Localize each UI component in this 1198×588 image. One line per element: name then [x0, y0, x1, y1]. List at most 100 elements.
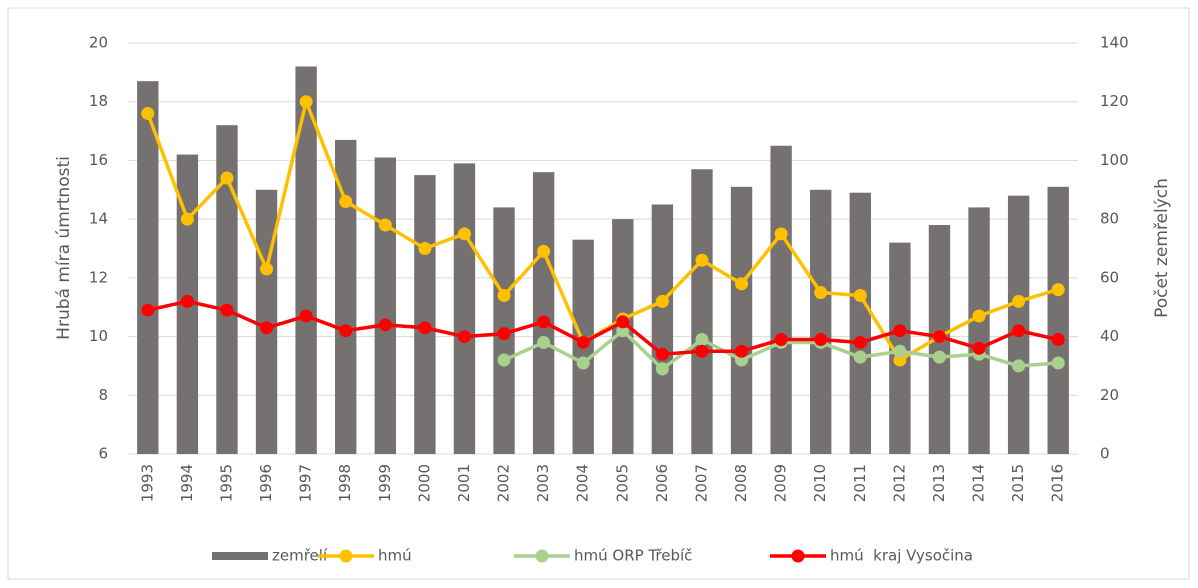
x-tick-label: 2013: [930, 464, 948, 502]
legend-label: hmú ORP Třebíč: [574, 547, 692, 565]
y-tick-label: 16: [89, 151, 108, 169]
marker: [616, 315, 630, 329]
chart-border: [7, 7, 1190, 580]
line: [147, 299, 1059, 356]
x-tick-label: 1998: [336, 464, 354, 502]
x-tick-label: 2010: [811, 464, 829, 502]
legend-label: hmú kraj Vysočina: [830, 547, 973, 565]
bar: [651, 204, 674, 454]
marker: [1051, 333, 1065, 347]
marker: [378, 218, 392, 232]
marker: [972, 341, 986, 355]
marker: [932, 350, 946, 364]
marker: [378, 318, 392, 332]
marker: [180, 294, 194, 308]
marker: [537, 335, 551, 349]
x-tick-label: 2016: [1049, 464, 1067, 502]
y-axis-title: Hrubá míra úmrtnosti: [54, 156, 74, 340]
marker: [1012, 359, 1026, 373]
legend-marker: [791, 549, 805, 563]
bar: [532, 172, 555, 454]
x-tick-label: 2003: [534, 464, 552, 502]
bar: [968, 207, 990, 454]
bar: [810, 189, 832, 455]
bar: [453, 163, 476, 454]
marker: [576, 356, 590, 370]
legend-swatch: [212, 552, 268, 560]
bar: [335, 139, 357, 454]
y2-tick-label: 0: [1100, 445, 1110, 463]
y2-tick-label: 80: [1100, 210, 1119, 228]
marker: [418, 321, 432, 335]
marker: [457, 330, 471, 344]
legend-marker: [535, 549, 549, 563]
marker: [1051, 356, 1065, 370]
y2-tick-label: 140: [1100, 34, 1129, 52]
marker: [932, 330, 946, 344]
x-tick-label: 1993: [138, 464, 156, 502]
legend-label: zemřelí: [272, 547, 328, 565]
marker: [853, 288, 867, 302]
marker: [1012, 324, 1026, 338]
x-tick-label: 2005: [613, 464, 631, 502]
x-tick-label: 1997: [297, 464, 315, 502]
x-tick-label: 2000: [415, 464, 433, 502]
marker: [735, 277, 749, 291]
marker: [220, 171, 234, 185]
marker: [339, 324, 353, 338]
marker: [735, 344, 749, 358]
marker: [1012, 294, 1026, 308]
x-tick-label: 1994: [178, 464, 196, 502]
marker: [576, 335, 590, 349]
bar: [414, 175, 436, 454]
x-tick-label: 2014: [970, 464, 988, 502]
bar: [374, 157, 396, 454]
y2-tick-label: 100: [1100, 151, 1129, 169]
x-tick-label: 2015: [1009, 464, 1027, 502]
marker: [457, 227, 471, 241]
bar: [770, 145, 792, 454]
x-tick-label: 1999: [376, 464, 394, 502]
marker: [1051, 283, 1065, 297]
x-tick-label: 2006: [653, 464, 671, 502]
y2-tick-label: 120: [1100, 92, 1129, 110]
x-tick-label: 2009: [772, 464, 790, 502]
x-tick-label: 2001: [455, 464, 473, 502]
y-tick-label: 14: [89, 210, 108, 228]
x-tick-label: 1995: [217, 464, 235, 502]
legend-marker: [339, 549, 353, 563]
x-tick-label: 1996: [257, 464, 275, 502]
x-tick-label: 2007: [692, 464, 710, 502]
marker: [299, 95, 313, 109]
x-tick-label: 2011: [851, 464, 869, 502]
marker: [655, 347, 669, 361]
marker: [537, 315, 551, 329]
marker: [497, 327, 511, 341]
marker: [695, 333, 709, 347]
marker: [814, 286, 828, 300]
y-tick-label: 8: [98, 386, 108, 404]
marker: [853, 350, 867, 364]
y2-axis-title: Počet zemřelých: [1152, 178, 1172, 318]
marker: [893, 344, 907, 358]
marker: [537, 244, 551, 258]
marker: [497, 353, 511, 367]
bar: [137, 81, 159, 455]
marker: [893, 324, 907, 338]
y-tick-label: 18: [89, 92, 108, 110]
x-tick-label: 2002: [495, 464, 513, 502]
x-tick-label: 2004: [574, 464, 592, 502]
y2-tick-label: 60: [1100, 268, 1119, 286]
marker: [695, 344, 709, 358]
marker: [299, 309, 313, 323]
marker: [774, 333, 788, 347]
marker: [339, 195, 353, 209]
x-tick-label: 2008: [732, 464, 750, 502]
y-tick-label: 12: [89, 268, 108, 286]
marker: [418, 242, 432, 255]
marker: [220, 303, 234, 317]
marker: [774, 227, 788, 241]
y2-tick-label: 20: [1100, 386, 1119, 404]
bar: [691, 169, 713, 454]
